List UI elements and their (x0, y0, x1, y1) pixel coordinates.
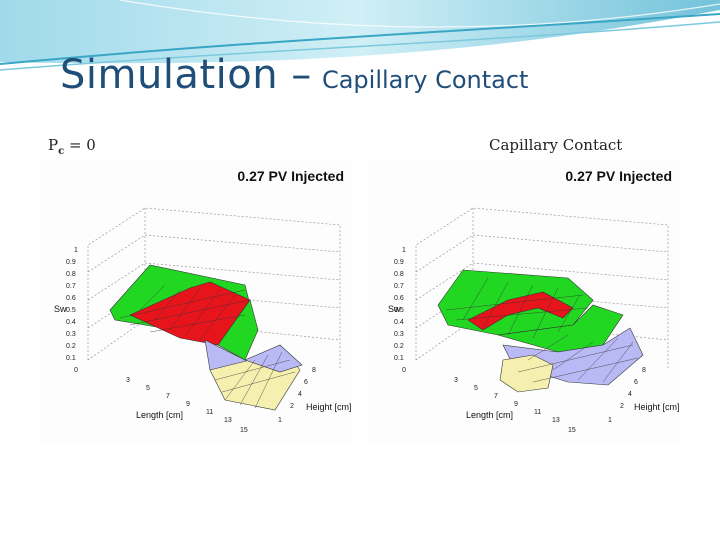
plot-right-length-tick-7: 15 (568, 427, 576, 434)
plot-right-mesh (445, 277, 639, 383)
plot-right-height-tick-5: 8 (642, 367, 646, 374)
plot-right-z-tick-11: 0 (402, 367, 406, 374)
caption-left-rest: = 0 (64, 136, 96, 154)
plot-right-z-tick-9: 0.2 (394, 343, 404, 350)
slide-title: Simulation – Capillary Contact (60, 52, 528, 98)
plot-left-length-ticks: 3 5 7 9 11 13 15 (126, 377, 248, 434)
plot-right-height-tick-3: 4 (628, 391, 632, 398)
plot-right-z-tick-3: 0.8 (394, 271, 404, 278)
plot-right-height-ticks: 1 2 4 6 8 (608, 367, 646, 424)
plot-left-z-tick-1: 1 (74, 247, 78, 254)
plot-left-mesh (119, 284, 296, 409)
plot-left-z-ticks: 1 0.9 0.8 0.7 0.6 0.5 0.4 0.3 0.2 0.1 0 (66, 247, 78, 374)
plot-left-z-label: Sw (54, 304, 67, 314)
plot-left-z-tick-11: 0 (74, 367, 78, 374)
surface-plot-right: 0.27 PV Injected 1 0.9 0.8 0.7 (368, 160, 680, 445)
plot-right-surface (437, 269, 644, 393)
plot-left-z-tick-5: 0.6 (66, 295, 76, 302)
plot-right-length-tick-3: 7 (494, 393, 498, 400)
plot-left-length-tick-7: 15 (240, 427, 248, 434)
plot-left-height-tick-2: 2 (290, 403, 294, 410)
plot-right-z-label: Sw (388, 304, 401, 314)
plot-left-z-tick-2: 0.9 (66, 259, 76, 266)
plot-right-z-ticks: 1 0.9 0.8 0.7 0.6 0.5 0.4 0.3 0.2 0.1 0 (394, 247, 406, 374)
plot-left-height-tick-3: 4 (298, 391, 302, 398)
plot-right-title: 0.27 PV Injected (565, 168, 672, 184)
plot-right-length-tick-5: 11 (534, 409, 541, 416)
plot-right-length-label: Length [cm] (466, 410, 513, 420)
plot-right-red-band (467, 291, 574, 331)
plot-left-height-tick-5: 8 (312, 367, 316, 374)
plot-left-z-tick-9: 0.2 (66, 343, 76, 350)
caption-left-sub: c (58, 146, 65, 157)
header-swoosh-decoration (0, 0, 720, 71)
plot-left-length-tick-2: 5 (146, 385, 150, 392)
plot-right-yellow-region (499, 354, 554, 393)
plot-left-height-ticks: 1 2 4 6 8 (278, 367, 316, 424)
plot-left-z-tick-3: 0.8 (66, 271, 76, 278)
plot-right-z-tick-4: 0.7 (394, 283, 404, 290)
plot-right-height-tick-4: 6 (634, 379, 638, 386)
plot-left-z-tick-7: 0.4 (66, 319, 76, 326)
plot-right-length-tick-4: 9 (514, 401, 518, 408)
plot-right-length-tick-2: 5 (474, 385, 478, 392)
surface-plot-left: 0.27 PV Injected 1 0.9 0.8 (40, 160, 352, 445)
plot-right-z-tick-5: 0.6 (394, 295, 404, 302)
plot-left-title: 0.27 PV Injected (237, 168, 344, 184)
plot-left-length-tick-5: 11 (206, 409, 213, 416)
caption-left: Pc = 0 (48, 136, 96, 157)
plot-right-z-tick-2: 0.9 (394, 259, 404, 266)
plot-left-z-tick-6: 0.5 (66, 307, 76, 314)
plot-right-length-tick-1: 3 (454, 377, 458, 384)
plot-left-svg: 1 0.9 0.8 0.7 0.6 0.5 0.4 0.3 0.2 0.1 0 … (54, 207, 352, 434)
plot-left-height-tick-4: 6 (304, 379, 308, 386)
plot-right-z-tick-6: 0.5 (394, 307, 404, 314)
plot-right-z-tick-10: 0.1 (394, 355, 404, 362)
plot-right-z-tick-7: 0.4 (394, 319, 404, 326)
plot-right-height-tick-2: 2 (620, 403, 624, 410)
caption-right: Capillary Contact (489, 136, 623, 154)
plot-left-height-label: Height [cm] (306, 402, 352, 412)
plot-right-z-tick-8: 0.3 (394, 331, 404, 338)
plot-left-length-tick-6: 13 (224, 417, 232, 424)
plot-left-z-tick-10: 0.1 (66, 355, 76, 362)
plot-left-z-tick-8: 0.3 (66, 331, 76, 338)
plot-left-length-label: Length [cm] (136, 410, 183, 420)
plot-right-svg: 1 0.9 0.8 0.7 0.6 0.5 0.4 0.3 0.2 0.1 0 … (388, 207, 680, 434)
caption-left-base: P (48, 136, 59, 154)
slide-title-sub: Capillary Contact (321, 66, 529, 94)
plot-right-z-tick-1: 1 (402, 247, 406, 254)
plot-left-green-edge (217, 299, 259, 361)
plot-left-z-tick-4: 0.7 (66, 283, 76, 290)
plot-left-lavender-side (244, 344, 303, 373)
plot-left-length-tick-3: 7 (166, 393, 170, 400)
plot-right-length-ticks: 3 5 7 9 11 13 15 (454, 377, 576, 434)
plot-left-length-tick-1: 3 (126, 377, 130, 384)
plot-right-length-tick-6: 13 (552, 417, 560, 424)
plot-right-height-label: Height [cm] (634, 402, 680, 412)
plot-left-length-tick-4: 9 (186, 401, 190, 408)
plot-left-surface (109, 264, 303, 411)
slide-title-main: Simulation – (60, 52, 312, 98)
plot-right-height-tick-1: 1 (608, 417, 612, 424)
plot-left-height-tick-1: 1 (278, 417, 282, 424)
